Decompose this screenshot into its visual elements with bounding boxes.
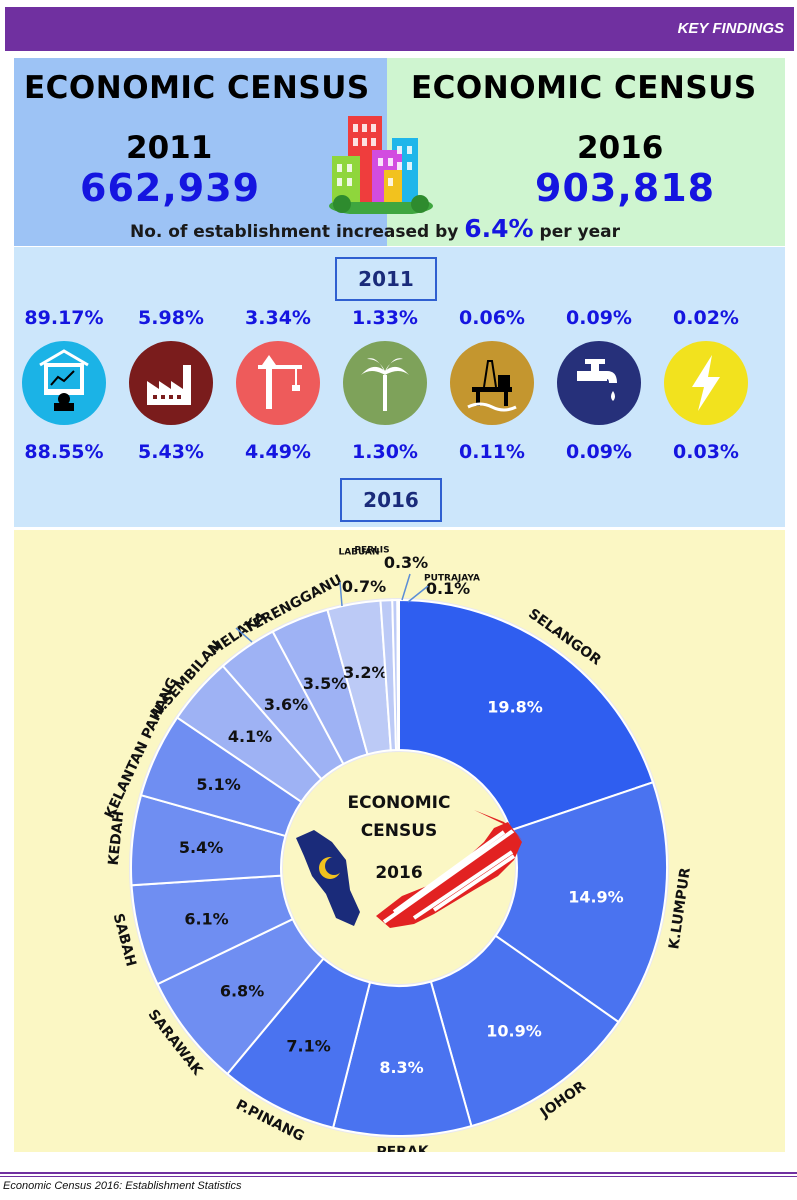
slice-value-label: 19.8% [487,697,543,716]
slice-value-label: 6.8% [220,981,264,1000]
center-title-line: CENSUS [361,821,438,841]
slice-value-label: 0.1% [426,579,470,598]
census-2016-title: ECONOMIC CENSUS [411,70,757,106]
sector-pct-2011: 3.34% [245,307,311,329]
leader-line [235,627,253,643]
oil-rig-icon [450,341,534,425]
state-donut-chart: 19.8% 14.9% 10.9% 8.3% 7.1% 6.8% 6.1% 5.4% 5.1% 4… [102,546,694,1161]
slice-value-label: 3.6% [264,695,308,714]
leader-line [407,585,429,603]
year-box-2011: 2011 [335,257,437,301]
leader-line [339,581,343,607]
header-bar: KEY FINDINGS [5,7,794,51]
state-name-label: PERAK [376,1144,430,1152]
slice-value-label: 7.1% [286,1036,330,1055]
increase-rate: 6.4% [464,214,534,243]
leader-line [401,573,411,601]
palm-tree-icon [343,341,427,425]
state-name-label: LABUAN [338,548,379,558]
census-2016-year: 2016 [577,130,664,166]
slice-value-label: 3.5% [303,674,347,693]
footer-text: Economic Census 2016: Establishment Stat… [3,1180,242,1192]
donut-slice [396,598,400,752]
census-2011-panel: ECONOMIC CENSUS 2011 662,939 [14,58,387,246]
sector-pct-2016: 4.49% [245,441,311,463]
key-findings-label: KEY FINDINGS [677,20,784,37]
sector-pct-2011: 0.09% [566,307,632,329]
state-name-label: K.LUMPUR [666,866,694,950]
state-name-label: PERLIS [354,546,389,556]
factory-icon [129,341,213,425]
footer-divider-thin [0,1176,797,1177]
increase-text: No. of establishment increased by [130,222,459,242]
sector-pct-2016: 0.09% [566,441,632,463]
slice-value-label: 4.1% [228,727,272,746]
census-2011-title: ECONOMIC CENSUS [24,70,370,106]
state-name-label: PUTRAJAYA [424,574,480,584]
center-title-line: ECONOMIC [348,793,451,813]
increase-statement: No. of establishment increased by 6.4% p… [130,214,690,243]
slice-value-label: 14.9% [568,887,624,906]
donut-center [283,752,515,984]
services-icon [22,341,106,425]
sector-pct-2011: 0.02% [673,307,739,329]
donut-slice [494,781,668,1024]
census-2011-value: 662,939 [80,166,261,210]
slice-value-label: 10.9% [486,1021,542,1040]
state-chart-panel: 19.8% 14.9% 10.9% 8.3% 7.1% 6.8% 6.1% 5.4% 5.1% 4… [14,530,785,1161]
donut-slice [398,598,655,832]
sector-pct-2016: 0.03% [673,441,739,463]
increase-suffix: per year [539,222,620,242]
crane-icon [236,341,320,425]
sector-pct-2016: 0.11% [459,441,525,463]
donut-slice [429,934,620,1128]
slice-value-label: 5.4% [179,838,223,857]
census-2011-year: 2011 [126,130,213,166]
city-buildings-icon [329,116,433,214]
census-2016-value: 903,818 [535,166,716,210]
malaysia-map-flag-icon [296,810,522,928]
slice-value-label: 0.3% [384,553,428,572]
sector-pct-2016: 88.55% [24,441,104,463]
slice-value-label: 0.7% [342,577,386,596]
state-name-label: KEDAH [106,810,128,866]
sector-pct-2011: 1.33% [352,307,418,329]
sector-panel: 2011 2016 89.17% 88.55% 5.98% 5.43% 3.34% 4.4… [14,247,785,527]
lightning-icon [664,341,748,425]
slice-value-label: 6.1% [184,909,228,928]
sector-pct-2011: 89.17% [24,307,104,329]
sector-pct-2011: 5.98% [138,307,204,329]
sector-pct-2016: 5.43% [138,441,204,463]
census-2016-panel: ECONOMIC CENSUS 2016 903,818 [387,58,785,246]
footer-divider [0,1172,797,1174]
center-year: 2016 [375,863,422,883]
slice-value-label: 8.3% [379,1058,423,1077]
water-tap-icon [557,341,641,425]
year-box-2016: 2016 [340,478,442,522]
slice-value-label: 3.2% [343,663,387,682]
sector-pct-2011: 0.06% [459,307,525,329]
sector-pct-2016: 1.30% [352,441,418,463]
slice-value-label: 5.1% [196,775,240,794]
